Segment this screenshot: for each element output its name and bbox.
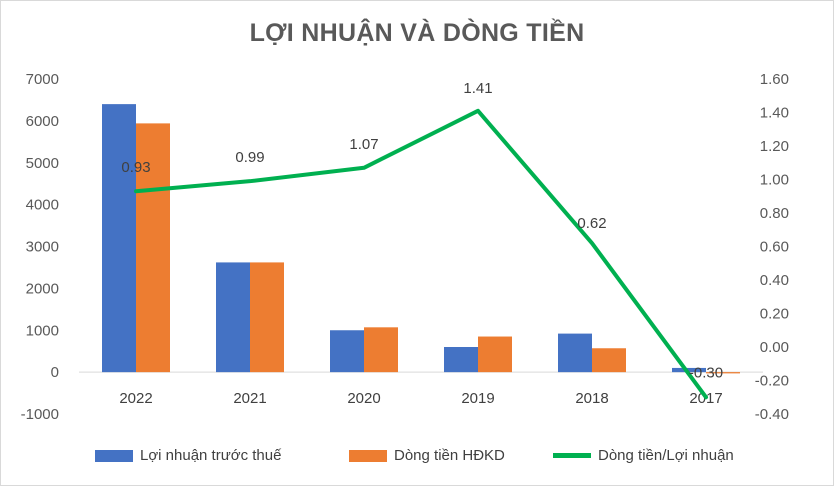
chart-legend: Lợi nhuận trước thuế Dòng tiền HĐKD Dòng… <box>1 447 833 469</box>
y-left-tick-label: 7000 <box>26 71 59 88</box>
y-left-tick-label: 2000 <box>26 280 59 297</box>
x-category-label: 2022 <box>119 390 152 407</box>
legend-swatch-profit <box>95 449 133 462</box>
y-left-tick-label: -1000 <box>21 406 59 423</box>
ratio-data-label: 0.62 <box>577 215 606 232</box>
bar-profit <box>330 330 364 373</box>
y-right-tick-label: 0.00 <box>760 339 789 356</box>
y-right-tick-label: 1.20 <box>760 138 789 155</box>
y-right-tick-label: 0.40 <box>760 272 789 289</box>
ratio-data-label: 1.41 <box>463 80 492 97</box>
y-right-tick-label: 0.20 <box>760 306 789 323</box>
y-right-tick-label: 0.60 <box>760 239 789 256</box>
y-left-tick-label: 4000 <box>26 197 59 214</box>
y-left-tick-label: 6000 <box>26 113 59 130</box>
legend-label-profit: Lợi nhuận trước thuế <box>140 447 282 464</box>
bar-cashflow <box>136 123 170 373</box>
bar-cashflow <box>478 336 512 373</box>
legend-swatch-ratio <box>553 453 591 458</box>
y-right-tick-label: 1.60 <box>760 71 789 88</box>
bar-cashflow <box>592 348 626 373</box>
ratio-line <box>134 108 708 400</box>
ratio-data-label: -0.30 <box>689 364 723 381</box>
legend-item-cashflow: Dòng tiền HĐKD <box>349 447 505 464</box>
y-right-tick-label: -0.20 <box>755 373 789 390</box>
y-right-tick-label: -0.40 <box>755 406 789 423</box>
x-category-label: 2018 <box>575 390 608 407</box>
x-category-label: 2020 <box>347 390 380 407</box>
ratio-data-label: 1.07 <box>349 136 378 153</box>
x-category-label: 2019 <box>461 390 494 407</box>
y-right-tick-label: 1.40 <box>760 105 789 122</box>
y-left-tick-label: 0 <box>51 364 59 381</box>
legend-item-profit: Lợi nhuận trước thuế <box>95 447 281 464</box>
chart-title: LỢI NHUẬN VÀ DÒNG TIỀN <box>249 19 585 47</box>
bar-cashflow <box>250 262 284 373</box>
y-right-tick-label: 1.00 <box>760 172 789 189</box>
bar-profit <box>102 104 136 373</box>
ratio-data-label: 0.93 <box>121 159 150 176</box>
legend-label-ratio: Dòng tiền/Lợi nhuận <box>598 447 734 464</box>
ratio-data-label: 0.99 <box>235 149 264 166</box>
y-left-tick-label: 5000 <box>26 155 59 172</box>
y-left-tick-label: 1000 <box>26 322 59 339</box>
bar-cashflow <box>706 372 740 374</box>
y-left-tick-label: 3000 <box>26 239 59 256</box>
legend-swatch-cashflow <box>349 449 387 462</box>
x-category-label: 2021 <box>233 390 266 407</box>
bar-cashflow <box>364 327 398 373</box>
bar-profit <box>216 262 250 373</box>
bar-profit <box>558 333 592 373</box>
legend-item-ratio: Dòng tiền/Lợi nhuận <box>553 447 734 464</box>
bar-profit <box>672 367 706 373</box>
bar-profit <box>444 347 478 373</box>
legend-label-cashflow: Dòng tiền HĐKD <box>394 447 505 464</box>
y-right-tick-label: 0.80 <box>760 205 789 222</box>
